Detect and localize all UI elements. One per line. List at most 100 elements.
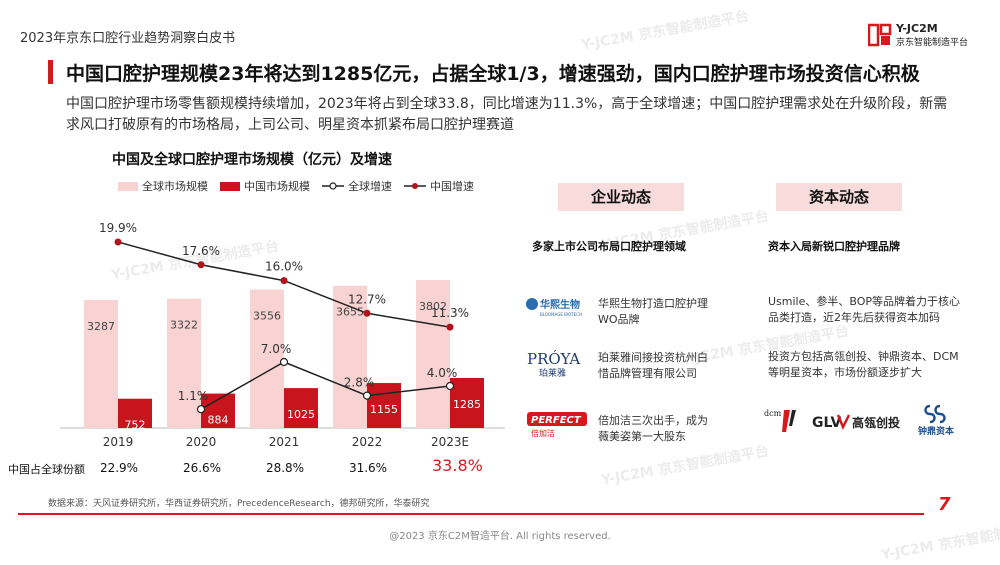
bar-global-size xyxy=(333,285,367,428)
data-label-global-growth: 2.8% xyxy=(344,376,375,390)
x-tick-label: 2023E xyxy=(431,435,469,449)
summary-text: 中国口腔护理市场零售额规模持续增加，2023年将占到全球33.8，同比增速为11… xyxy=(66,96,948,133)
point-china-growth xyxy=(114,238,122,246)
zhongding-mark-icon: 钟鼎资本 xyxy=(918,404,955,437)
headline-accent-bar xyxy=(48,60,53,84)
data-label-china-growth: 17.6% xyxy=(182,244,220,258)
capital-item-text: Usmile、参半、BOP等品牌着力于核心品类打造，近2年先后获得资本加码 xyxy=(768,295,961,324)
point-global-growth xyxy=(445,381,455,391)
chart-legend: 全球市场规模 中国市场规模 全球增速 中国增速 xyxy=(118,178,474,194)
svg-text:珀莱雅: 珀莱雅 xyxy=(539,367,566,378)
bar-china-size xyxy=(284,388,318,428)
brand-name: Y-JC2M xyxy=(896,22,938,35)
brand-logo: Y-JC2M 京东智能制造平台 xyxy=(868,22,978,48)
capital-item-text: 投资方包括高瓴创投、钟鼎资本、DCM等明星资本，市场份额逐步扩大 xyxy=(768,350,959,379)
share-value: 31.6% xyxy=(348,461,388,475)
data-label-global-growth: 7.0% xyxy=(261,342,292,356)
bar-china-size xyxy=(367,383,401,428)
svg-text:PERFECT: PERFECT xyxy=(531,415,582,426)
share-value: 22.9% xyxy=(99,461,139,475)
point-china-growth xyxy=(197,261,205,269)
legend-label: 全球市场规模 xyxy=(142,180,208,193)
bar-label-china: 1155 xyxy=(370,403,398,416)
legend-swatch xyxy=(118,181,138,191)
watermark: Y-JC2M 京东智能制造平台 xyxy=(580,8,751,54)
glv-mark-icon: GLV 高瓴创投 xyxy=(812,414,900,431)
page-headline: 中国口腔护理规模23年将达到1285亿元，占据全球1/3，增速强劲，国内口腔护理… xyxy=(66,63,920,85)
data-label-global-growth: 1.1% xyxy=(178,389,209,403)
bar-label-china: 884 xyxy=(208,414,229,427)
x-tick-label: 2021 xyxy=(269,435,300,449)
enterprise-section-label: 企业动态 xyxy=(558,183,684,211)
bar-china-size xyxy=(450,377,484,428)
perfect-mark-icon: PERFECT 倍加洁 xyxy=(527,412,587,438)
point-china-growth xyxy=(280,277,288,285)
legend-item-china-growth: 中国增速 xyxy=(404,178,474,194)
proya-mark-icon: PRÓYA 珀莱雅 xyxy=(527,350,580,379)
proya-logo: PRÓYA 珀莱雅 xyxy=(525,350,585,379)
bar-label-china: 1025 xyxy=(287,408,315,421)
footer-divider xyxy=(18,513,924,515)
glv-logo-sub: 高瓴创投 xyxy=(852,415,900,430)
point-global-growth xyxy=(196,405,206,414)
share-row-label: 中国占全球份额 xyxy=(8,463,85,476)
legend-item-global-size: 全球市场规模 xyxy=(118,178,208,194)
data-source-note: 数据来源：天风证券研究所，华西证券研究所，PrecedenceResearch，… xyxy=(48,499,430,509)
bar-label-china: 1285 xyxy=(453,398,481,411)
legend-swatch xyxy=(322,182,344,190)
brand-subname: 京东智能制造平台 xyxy=(896,38,969,48)
legend-label: 全球增速 xyxy=(348,180,392,193)
capital-subtitle: 资本入局新锐口腔护理品牌 xyxy=(768,240,900,253)
share-value: 26.6% xyxy=(182,461,222,475)
chart-title: 中国及全球口腔护理市场规模（亿元）及增速 xyxy=(112,152,392,168)
enterprise-item-text: 倍加洁三次出手，成为薇美姿第一大股东 xyxy=(598,414,708,443)
bar-china-size xyxy=(118,398,152,428)
page-number: 7 xyxy=(938,494,951,515)
point-global-growth xyxy=(362,391,372,400)
legend-item-china-size: 中国市场规模 xyxy=(220,178,310,194)
zhongding-logo: 钟鼎资本 xyxy=(916,404,962,437)
bar-label-global: 3556 xyxy=(253,310,281,323)
data-label-china-growth: 16.0% xyxy=(265,260,303,274)
bloomage-logo: 华熙生物 BLOOMAGE BIOTECH xyxy=(525,294,585,320)
legend-swatch xyxy=(404,183,426,189)
x-tick-label: 2020 xyxy=(186,435,217,449)
watermark: Y-JC2M 京东智能制造平台 xyxy=(600,443,771,489)
bar-global-size xyxy=(416,280,450,428)
x-tick-label: 2019 xyxy=(103,435,134,449)
bar-label-global: 3802 xyxy=(419,300,447,313)
glv-logo-text: GLV xyxy=(812,415,841,431)
bar-global-size xyxy=(84,300,118,428)
data-label-global-growth: 4.0% xyxy=(427,366,458,380)
line-global-growth xyxy=(200,361,451,410)
enterprise-subtitle: 多家上市公司布局口腔护理领域 xyxy=(532,240,686,253)
enterprise-item-text: 华熙生物打造口腔护理WO品牌 xyxy=(598,297,708,326)
bar-global-size xyxy=(250,289,284,428)
capital-section-label: 资本动态 xyxy=(776,183,902,211)
perfect-logo: PERFECT 倍加洁 xyxy=(525,411,587,438)
data-label-china-growth: 11.3% xyxy=(431,306,469,320)
bar-label-china: 752 xyxy=(125,419,146,432)
market-size-chart: 3287 752 2019 3322 884 2020 3556 1025 2021 3655 11… xyxy=(60,221,505,449)
dcm-logo-text: dcm xyxy=(764,409,782,418)
enterprise-item-text: 珀莱雅间接投资杭州白惜品牌管理有限公司 xyxy=(598,351,708,380)
bloomage-mark-icon: 华熙生物 BLOOMAGE BIOTECH xyxy=(526,298,582,317)
copyright-text: @2023 京东C2M智造平台. All rights reserved. xyxy=(389,531,611,542)
dcm-mark-icon: dcm xyxy=(764,409,796,432)
bar-global-size xyxy=(167,298,201,428)
point-china-growth xyxy=(446,323,454,331)
bar-label-global: 3655 xyxy=(336,306,364,319)
legend-item-global-growth: 全球增速 xyxy=(322,178,392,194)
document-title: 2023年京东口腔行业趋势洞察白皮书 xyxy=(20,31,236,46)
svg-text:华熙生物: 华熙生物 xyxy=(540,298,580,311)
share-value: 28.8% xyxy=(265,461,305,475)
legend-swatch xyxy=(220,181,240,191)
svg-text:BLOOMAGE BIOTECH: BLOOMAGE BIOTECH xyxy=(540,312,582,317)
bar-label-global: 3287 xyxy=(87,320,115,333)
bar-label-global: 3322 xyxy=(170,319,198,332)
share-value-highlight: 33.8% xyxy=(432,456,483,475)
brand-mark-icon xyxy=(868,23,892,47)
data-label-china-growth: 12.7% xyxy=(348,292,386,306)
legend-label: 中国增速 xyxy=(430,180,474,193)
zhongding-logo-text: 钟鼎资本 xyxy=(918,425,955,436)
